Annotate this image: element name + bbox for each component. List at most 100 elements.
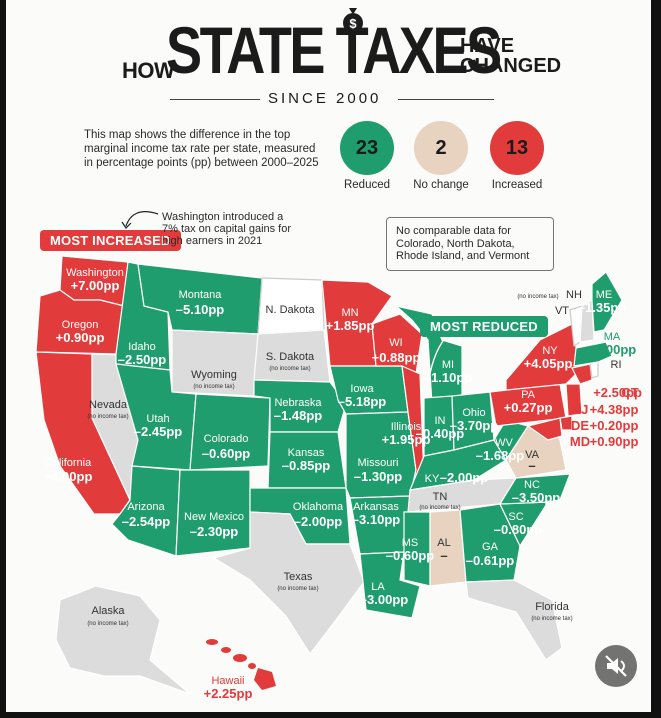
label-wyoming-name: Wyoming: [191, 369, 237, 381]
label-maryland-value: +0.90pp: [590, 434, 639, 449]
label-new-mexico-value: –2.30pp: [190, 524, 238, 539]
label-virginia-name: VA: [525, 449, 540, 461]
label-nebraska-name: Nebraska: [274, 397, 322, 409]
label-missouri-value: –1.30pp: [354, 469, 402, 484]
label-connecticut-value: +2.50pp: [593, 385, 642, 400]
label-washington-value: +7.00pp: [71, 278, 120, 293]
state-florida: [465, 579, 563, 661]
label-new-york-name: NY: [542, 345, 558, 357]
most-increased-badge: MOST INCREASED: [40, 230, 181, 251]
speaker-muted-icon: [605, 655, 627, 677]
label-kentucky-name: KY: [425, 473, 440, 485]
state-massachusetts: [573, 341, 613, 367]
state-texas: [212, 511, 365, 656]
label-arizona-name: Arizona: [127, 501, 165, 513]
label-idaho-name: Idaho: [128, 341, 156, 353]
label-wisconsin-value: +0.88pp: [372, 350, 421, 365]
label-iowa-name: Iowa: [350, 383, 374, 395]
stat-no-change-label: No change: [413, 179, 469, 191]
state-colorado: [189, 393, 271, 471]
label-montana-name: Montana: [179, 289, 223, 301]
label-arizona-value: –2.54pp: [122, 514, 170, 529]
label-vermont-name: VT: [555, 305, 569, 317]
state-new-hampshire: [579, 298, 595, 343]
title-have: HAVE: [460, 35, 515, 57]
stat-no-change-count: 2: [414, 121, 468, 175]
label-south-carolina-value: –0.80pp: [494, 522, 542, 537]
label-mississippi-name: MS: [402, 537, 419, 549]
label-tennessee-note: (no income tax): [419, 505, 460, 511]
label-wisconsin-name: WI: [389, 337, 402, 349]
label-massachusetts-value: –3.00pp: [588, 342, 636, 357]
label-nebraska-value: –1.48pp: [274, 408, 322, 423]
label-louisiana-value: –3.00pp: [360, 592, 408, 607]
label-south-dakota-note: (no income tax): [269, 366, 310, 372]
header: HOW STATE TAXES HAVE CHANGED SINCE 2000 …: [0, 0, 661, 120]
label-oregon-value: +0.90pp: [56, 330, 105, 345]
label-california-name: California: [45, 457, 92, 469]
label-new-jersey: NJ: [572, 402, 589, 417]
stat-reduced-count: 23: [340, 121, 394, 175]
label-michigan-value: –1.10pp: [424, 370, 472, 385]
title-how: HOW: [122, 58, 175, 83]
label-oklahoma-name: Oklahoma: [293, 501, 344, 513]
intro-text: This map shows the difference in the top…: [84, 129, 319, 169]
label-kentucky-value: –2.00pp: [440, 470, 488, 485]
label-south-dakota-name: S. Dakota: [266, 351, 315, 363]
label-nevada-note: (no income tax): [87, 414, 128, 420]
label-georgia-name: GA: [482, 541, 499, 553]
subtitle-since: SINCE 2000: [268, 90, 382, 107]
label-pennsylvania-name: PA: [521, 389, 536, 401]
label-west-virginia-value: –1.68pp: [476, 448, 524, 463]
label-maine-value: –1.35pp: [578, 300, 626, 315]
label-new-mexico-name: New Mexico: [184, 511, 244, 523]
label-hawaii-name: Hawaii: [211, 675, 244, 687]
stat-increased: 13 Increased: [472, 121, 562, 191]
label-minnesota-name: MN: [341, 307, 358, 319]
state-alaska: [55, 585, 191, 695]
label-oregon-name: Oregon: [62, 319, 99, 331]
stat-increased-count: 13: [490, 121, 544, 175]
label-arkansas-name: Arkansas: [353, 501, 399, 513]
label-north-carolina-value: –3.50pp: [512, 490, 560, 505]
state-hawaii: [206, 639, 276, 690]
label-alaska-name: Alaska: [91, 605, 125, 617]
label-arkansas-value: –3.10pp: [352, 512, 400, 527]
label-delaware: DE: [571, 418, 589, 433]
label-utah-value: –2.45pp: [134, 424, 182, 439]
washington-callout-arrow: [125, 211, 159, 227]
label-rhode-island-name: RI: [611, 359, 622, 371]
label-new-jersey-value: +4.38pp: [590, 402, 639, 417]
washington-callout: Washington introduced a 7% tax on capita…: [162, 211, 292, 247]
state-north-carolina: [498, 473, 571, 505]
frame-edge-left: [0, 0, 6, 718]
label-california-value: +4.00pp: [44, 469, 93, 484]
stat-reduced-label: Reduced: [343, 179, 391, 191]
mute-button[interactable]: [595, 645, 637, 687]
money-bag-icon: $: [343, 8, 363, 33]
label-utah-name: Utah: [146, 413, 169, 425]
state-rhode-island: [589, 361, 599, 379]
label-massachusetts-name: MA: [604, 331, 621, 343]
label-montana-value: –5.10pp: [176, 302, 224, 317]
no-data-note: No comparable data for Colorado, North D…: [386, 217, 554, 271]
label-colorado-value: –0.60pp: [202, 446, 250, 461]
label-kansas-name: Kansas: [288, 447, 325, 459]
label-south-carolina-name: SC: [508, 511, 523, 523]
state-maryland: [526, 417, 563, 441]
frame-edge-bottom: [0, 712, 661, 718]
svg-text:$: $: [349, 16, 357, 31]
label-nevada-name: Nevada: [89, 399, 128, 411]
label-alaska-note: (no income tax): [87, 621, 128, 627]
label-florida-note: (no income tax): [531, 616, 572, 622]
label-florida-name: Florida: [535, 601, 570, 613]
label-maryland: MD: [570, 434, 590, 449]
label-idaho-value: –2.50pp: [118, 352, 166, 367]
stat-increased-label: Increased: [491, 179, 543, 191]
state-maine: [591, 271, 623, 333]
title-have-changed: HAVE CHANGED: [460, 36, 561, 76]
label-alabama-value: –: [440, 548, 447, 563]
frame-edge-right: [651, 0, 661, 718]
